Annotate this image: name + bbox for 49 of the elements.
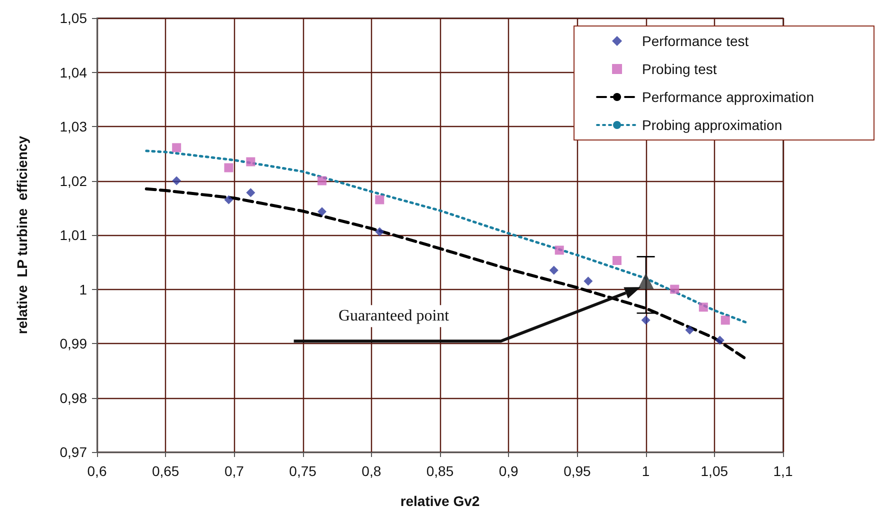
x-tick-label: 0,85 <box>426 463 454 479</box>
point <box>685 325 694 334</box>
point <box>318 176 327 186</box>
x-tick-label: 1,05 <box>700 463 728 479</box>
x-tick-label: 0,75 <box>289 463 317 479</box>
y-tick-label: 0,97 <box>60 444 88 460</box>
point <box>554 246 564 255</box>
point <box>549 266 558 275</box>
point <box>375 195 384 204</box>
point <box>172 176 182 186</box>
y-tick-label: 1,01 <box>60 227 88 243</box>
y-axis-title: relative LP turbine efficiency <box>14 136 30 334</box>
x-tick-label: 0,7 <box>224 463 244 479</box>
y-tick-label: 1,03 <box>60 118 88 134</box>
point <box>584 276 593 286</box>
point <box>720 316 730 325</box>
point <box>318 207 327 216</box>
y-tick-label: 1,04 <box>60 64 88 80</box>
y-tick-label: 1 <box>79 281 88 298</box>
annotation: Guaranteed point <box>338 308 450 325</box>
line-series <box>145 150 749 324</box>
point <box>715 336 724 345</box>
x-tick-label: 0,9 <box>498 463 519 479</box>
point <box>224 195 234 204</box>
x-tick-label: 0,8 <box>362 463 382 479</box>
y-tick-label: 0,98 <box>60 390 88 406</box>
y-tick-label: 1,05 <box>60 10 88 26</box>
point <box>375 227 384 236</box>
point <box>641 316 650 325</box>
legend-label: Performance approximation <box>642 89 814 105</box>
point <box>246 188 256 198</box>
x-tick-label: 1 <box>642 463 650 479</box>
x-tick-label: 1,1 <box>773 463 793 479</box>
point <box>638 273 654 290</box>
point <box>612 256 622 265</box>
x-tick-label: 0,95 <box>564 463 592 479</box>
point <box>670 284 680 294</box>
x-tick-label: 0,65 <box>152 463 180 479</box>
x-tick-label: 0,6 <box>87 463 107 479</box>
legend-label: Performance test <box>642 33 749 49</box>
point <box>224 163 234 172</box>
y-tick-label: 0,99 <box>60 336 88 352</box>
point <box>246 157 256 166</box>
legend-label: Probing test <box>642 61 717 77</box>
x-axis-title: relative Gv2 <box>400 493 480 509</box>
point <box>698 302 708 312</box>
y-tick-label: 1,02 <box>60 172 88 189</box>
legend-label: Probing approximation <box>642 117 782 133</box>
point <box>172 143 182 152</box>
